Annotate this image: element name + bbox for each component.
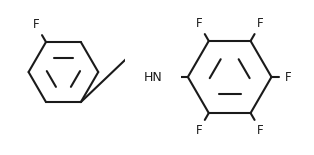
Text: F: F xyxy=(257,124,264,137)
Text: F: F xyxy=(284,71,291,84)
Text: F: F xyxy=(196,17,202,30)
Text: F: F xyxy=(257,17,264,30)
Text: HN: HN xyxy=(143,71,162,84)
Text: F: F xyxy=(196,124,202,137)
Text: F: F xyxy=(33,18,40,31)
